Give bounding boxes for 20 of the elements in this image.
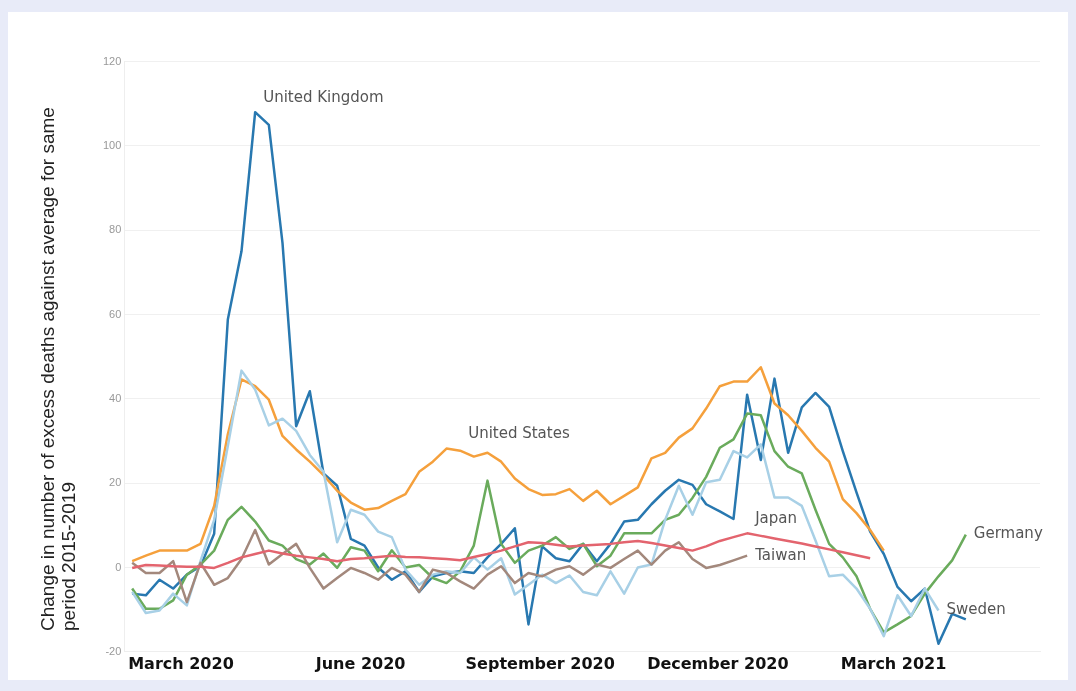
x-tick-label: June 2020 xyxy=(314,653,406,673)
y-axis-title: Change in number of excess deaths against average for same period 2015-2019 xyxy=(37,106,79,631)
annotation: Germany xyxy=(973,524,1043,543)
annotation: United States xyxy=(468,424,570,443)
annotation: United Kingdom xyxy=(263,88,384,107)
y-tick-label: 60 xyxy=(109,307,122,320)
x-tick-label: March 2020 xyxy=(128,653,234,673)
annotation: Taiwan xyxy=(754,545,807,564)
x-tick-label: March 2021 xyxy=(840,653,947,673)
x-tick-label: September 2020 xyxy=(465,653,615,673)
x-tick-label: December 2020 xyxy=(647,653,789,673)
y-tick-label: 40 xyxy=(109,391,122,404)
y-tick-label: 100 xyxy=(102,138,122,151)
annotation: Sweden xyxy=(946,600,1006,619)
y-tick-label: 80 xyxy=(109,223,122,236)
annotation: Japan xyxy=(754,509,797,528)
y-tick-label: 120 xyxy=(102,54,122,67)
y-tick-label: 0 xyxy=(115,560,122,573)
y-tick-label: -20 xyxy=(105,644,122,657)
y-tick-label: 20 xyxy=(109,476,122,489)
